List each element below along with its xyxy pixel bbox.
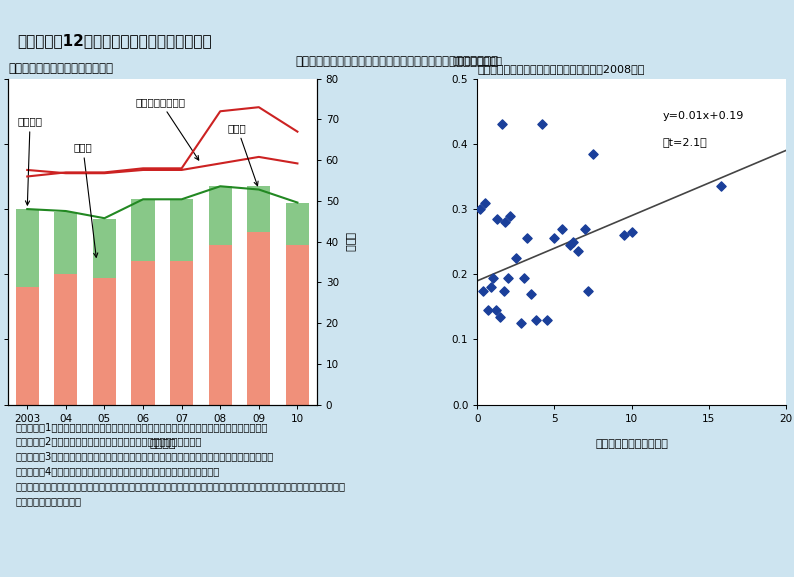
Point — [503, 211, 516, 220]
Text: （博士課程割合）: （博士課程割合） — [453, 55, 503, 66]
Point — [491, 214, 503, 223]
Text: 卒業者: 卒業者 — [228, 123, 258, 186]
Point — [715, 182, 727, 191]
Point — [494, 312, 507, 321]
Bar — [247, 186, 271, 232]
Text: 就職率（目盛右）: 就職率（目盛右） — [135, 97, 198, 160]
Point — [485, 283, 498, 292]
Point — [474, 204, 487, 213]
Text: （２）博士課程の割合と研究開発費割合（2008年）: （２）博士課程の割合と研究開発費割合（2008年） — [477, 63, 645, 74]
Text: （t=2.1）: （t=2.1） — [662, 137, 707, 147]
Text: 第３－２－12図　博士課程卒業者の就職状況: 第３－２－12図 博士課程卒業者の就職状況 — [17, 33, 212, 48]
Bar — [170, 261, 193, 404]
Text: y=0.01x+0.19: y=0.01x+0.19 — [662, 111, 744, 121]
Point — [536, 119, 549, 129]
Bar — [247, 232, 271, 404]
Y-axis label: （％）: （％） — [345, 232, 354, 252]
Point — [517, 273, 530, 282]
Bar — [209, 245, 232, 404]
Point — [487, 273, 499, 282]
Point — [541, 315, 553, 324]
Point — [520, 234, 533, 243]
Bar — [93, 278, 116, 404]
Point — [495, 119, 508, 129]
Bar — [170, 199, 193, 261]
Point — [499, 218, 511, 227]
Bar — [93, 219, 116, 278]
Point — [515, 319, 527, 328]
Text: ポスドク: ポスドク — [17, 117, 43, 205]
Bar — [132, 199, 155, 261]
Text: 就職者: 就職者 — [74, 143, 98, 257]
Point — [510, 253, 522, 263]
Text: （備考）　1．文部科学省「学校基本調査」、経済産業省「企業活動基本調査」により作成。
　　　　　2．就職率については卒業者全体に占める就職者の割合。
　　　　　: （備考） 1．文部科学省「学校基本調査」、経済産業省「企業活動基本調査」により作… — [16, 422, 345, 506]
Point — [587, 149, 599, 158]
Text: 研究開発費割合が高い企業ほど博士課程卒業者の採用割合を増加: 研究開発費割合が高い企業ほど博士課程卒業者の採用割合を増加 — [295, 55, 499, 68]
Point — [567, 237, 580, 246]
Point — [525, 289, 538, 298]
Point — [477, 286, 490, 295]
Text: （研究開発費割合、％）: （研究開発費割合、％） — [596, 439, 668, 449]
Bar — [16, 209, 39, 287]
Point — [571, 247, 584, 256]
Point — [497, 286, 510, 295]
Bar — [132, 261, 155, 404]
Point — [502, 273, 515, 282]
Point — [618, 231, 630, 240]
Point — [530, 315, 542, 324]
Point — [489, 306, 502, 315]
Bar — [54, 274, 77, 404]
Point — [582, 286, 595, 295]
Point — [556, 224, 569, 233]
Text: （１）工学系博士課程の就職状況: （１）工学系博士課程の就職状況 — [8, 62, 113, 74]
Bar — [54, 212, 77, 274]
Point — [626, 227, 638, 237]
Bar — [16, 287, 39, 404]
Text: （年度）: （年度） — [149, 439, 175, 449]
Bar — [209, 186, 232, 245]
Bar — [286, 203, 309, 245]
Point — [479, 198, 491, 207]
Point — [482, 306, 495, 315]
Bar — [286, 245, 309, 404]
Point — [548, 234, 561, 243]
Point — [564, 241, 576, 250]
Point — [579, 224, 592, 233]
